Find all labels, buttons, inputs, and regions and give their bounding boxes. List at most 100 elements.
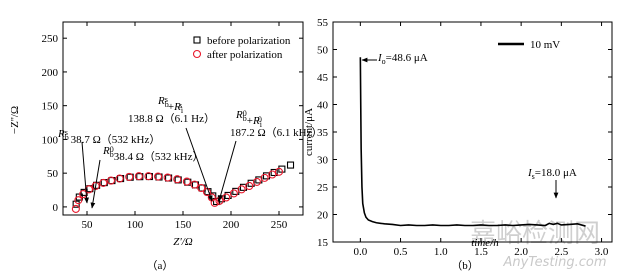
circle-marker xyxy=(125,172,134,181)
data-line xyxy=(359,57,586,227)
y-axis-label: current/μA xyxy=(303,108,315,156)
y-tick-label: 50 xyxy=(47,168,59,180)
x-tick-label: 200 xyxy=(223,219,240,231)
caption: （b） xyxy=(451,259,479,272)
x-tick-label: 3.0 xyxy=(595,246,609,258)
symbol-sup: 0 xyxy=(258,115,262,124)
circle-marker xyxy=(229,189,238,198)
circle-marker xyxy=(153,172,163,181)
annotation: 187.2 Ω（6.1 kHz） xyxy=(230,126,323,139)
circle-marker xyxy=(260,173,269,182)
symbol: R xyxy=(235,109,243,121)
circle-marker xyxy=(245,181,254,191)
y-tick-label: 55 xyxy=(317,17,329,29)
x-axis-label: time/h xyxy=(471,237,499,249)
circle-marker xyxy=(237,185,246,194)
annotation: Is=18.0 μA xyxy=(527,167,577,181)
annotation-text: 38.4 Ω（532 kHz） xyxy=(114,150,204,163)
square-marker xyxy=(72,200,80,208)
annotation: Rbs 38.7 Ω（532 kHz） xyxy=(57,128,160,146)
circle-marker xyxy=(268,170,277,179)
symbol-sup: 0 xyxy=(110,145,114,154)
annotation-text: 138.8 Ω（6.1 Hz） xyxy=(128,112,215,125)
annotation: Rb038.4 Ω（532 kHz） xyxy=(102,145,204,163)
symbol-sub: b xyxy=(65,133,69,142)
circle-marker xyxy=(134,172,143,181)
circle-marker xyxy=(190,180,199,189)
caption: （a） xyxy=(147,259,174,272)
legend-swatch xyxy=(193,36,201,44)
annotation-arrow xyxy=(81,141,89,204)
symbol: R xyxy=(102,145,110,157)
y-tick-label: 250 xyxy=(42,33,59,45)
square-marker xyxy=(270,168,278,177)
symbol: I xyxy=(377,52,383,64)
circle-marker xyxy=(182,177,191,186)
y-tick-label: 40 xyxy=(317,100,329,112)
square-marker xyxy=(278,165,286,173)
x-tick-label: 0.0 xyxy=(353,246,367,258)
annotation: 138.8 Ω（6.1 Hz） xyxy=(128,112,215,125)
legend-swatch xyxy=(192,49,202,59)
y-tick-label: 30 xyxy=(317,155,329,167)
circle-marker xyxy=(202,188,212,197)
x-tick-label: 1.0 xyxy=(434,246,448,258)
legend-label: after polarization xyxy=(207,49,283,61)
annotation-text: 38.7 Ω（532 kHz） xyxy=(68,133,161,146)
annotation-text: 187.2 Ω（6.1 kHz） xyxy=(230,126,323,139)
x-tick-label: 2.0 xyxy=(514,246,528,258)
annotation: Io=48.6 μA xyxy=(377,52,428,66)
y-tick-label: 100 xyxy=(42,134,59,146)
x-tick-label: 2.5 xyxy=(554,246,568,258)
y-tick-label: 20 xyxy=(317,210,329,222)
annotation-text: + xyxy=(247,115,253,127)
y-tick-label: 0 xyxy=(53,202,59,214)
annotation: Rb0+Ri0 xyxy=(235,109,263,129)
circle-marker xyxy=(115,174,124,183)
legend-label: 10 mV xyxy=(530,39,560,51)
y-tick-label: 150 xyxy=(42,101,59,113)
symbol-sub: s xyxy=(532,172,535,181)
annotation-text: =48.6 μA xyxy=(386,52,428,64)
circle-marker xyxy=(99,178,108,187)
y-tick-label: 35 xyxy=(317,127,329,139)
square-marker xyxy=(286,161,295,169)
symbol: R xyxy=(252,115,260,127)
symbol-sub: i xyxy=(181,106,184,115)
y-tick-label: 25 xyxy=(317,182,329,194)
symbol-sup: s xyxy=(179,101,182,110)
symbol: I xyxy=(527,167,533,179)
symbol-sup: s xyxy=(65,128,68,137)
y-tick-label: 50 xyxy=(317,45,329,57)
y-axis-label: −Z''/Ω xyxy=(9,106,21,134)
x-tick-label: 50 xyxy=(82,219,94,231)
x-axis-label: Z'/Ω xyxy=(173,236,193,248)
symbol-sub: b xyxy=(243,114,247,123)
symbol-sup: 0 xyxy=(243,109,247,118)
circle-marker xyxy=(106,176,116,185)
symbol-sub: o xyxy=(382,57,386,66)
circle-marker xyxy=(173,175,182,184)
circle-marker xyxy=(252,177,261,186)
symbol: R xyxy=(57,128,65,140)
symbol: R xyxy=(173,101,181,113)
symbol-sub: b xyxy=(110,150,114,159)
circle-marker xyxy=(71,204,80,213)
circle-marker xyxy=(197,183,206,193)
plot-frame xyxy=(332,21,613,243)
x-tick-label: 250 xyxy=(271,219,288,231)
watermark-url: AnyTesting.com xyxy=(502,255,606,270)
x-tick-label: 100 xyxy=(127,219,144,231)
annotation-arrow xyxy=(218,140,237,202)
x-tick-label: 150 xyxy=(175,219,192,231)
symbol-sub: b xyxy=(165,100,169,109)
y-tick-label: 45 xyxy=(317,72,329,84)
legend-label: before polarization xyxy=(207,35,291,47)
x-tick-label: 0.5 xyxy=(394,246,408,258)
circle-marker xyxy=(163,173,172,182)
annotation-arrow xyxy=(90,159,101,209)
annotation-text: =18.0 μA xyxy=(535,167,577,179)
circle-marker xyxy=(74,196,83,205)
circle-marker xyxy=(91,181,100,191)
